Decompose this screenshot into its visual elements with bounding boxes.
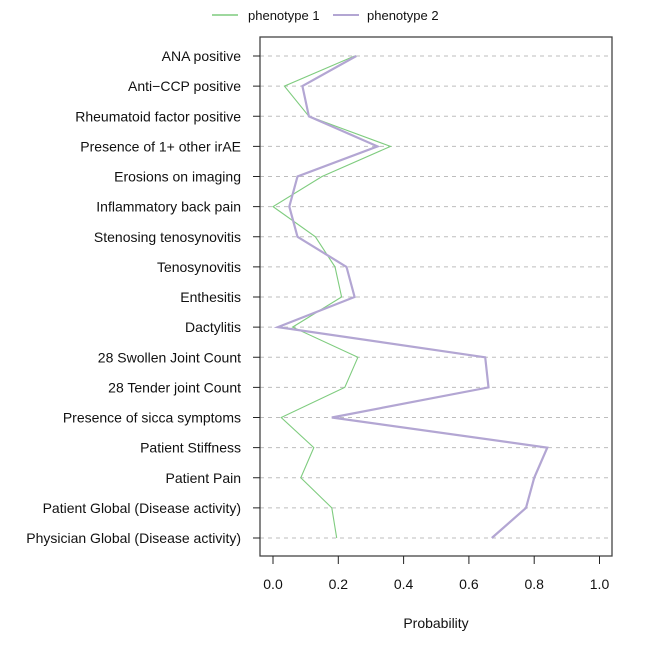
y-tick-label: Patient Stiffness <box>140 440 241 456</box>
y-tick-label: Stenosing tenosynovitis <box>94 229 241 245</box>
y-tick-label: Patient Global (Disease activity) <box>43 500 241 516</box>
y-tick-label: Dactylitis <box>185 319 241 335</box>
y-axis: ANA positive Anti−CCP positive Rheumatoid … <box>26 48 260 546</box>
x-tick-label: 0.0 <box>263 576 283 592</box>
y-tick-label: Tenosynovitis <box>157 259 241 275</box>
y-tick-label: ANA positive <box>162 48 242 64</box>
series-lines <box>272 55 549 539</box>
y-tick-label: Physician Global (Disease activity) <box>26 530 241 546</box>
x-tick-label: 1.0 <box>590 576 610 592</box>
y-tick-label: Erosions on imaging <box>114 169 241 185</box>
x-axis-label: Probability <box>403 615 468 631</box>
y-tick-label: Inflammatory back pain <box>96 199 241 215</box>
y-tick-label: Enthesitis <box>180 289 241 305</box>
series-line-phenotype-2 <box>273 55 549 539</box>
gridlines <box>260 55 612 539</box>
legend: phenotype 1 phenotype 2 <box>212 8 439 23</box>
y-tick-label: Anti−CCP positive <box>128 78 241 94</box>
x-tick-label: 0.6 <box>459 576 479 592</box>
y-tick-label: Rheumatoid factor positive <box>75 108 241 124</box>
legend-label-phenotype-1: phenotype 1 <box>248 8 320 23</box>
legend-label-phenotype-2: phenotype 2 <box>367 8 439 23</box>
y-tick-label: Patient Pain <box>166 470 242 486</box>
y-tick-label: Presence of sicca symptoms <box>63 410 241 426</box>
y-tick-label: 28 Swollen Joint Count <box>98 349 241 365</box>
series-line-phenotype-1 <box>272 55 392 539</box>
x-axis: 0.0 0.2 0.4 0.6 0.8 1.0 <box>263 556 609 592</box>
y-tick-label: Presence of 1+ other irAE <box>80 138 241 154</box>
x-tick-label: 0.2 <box>329 576 349 592</box>
x-tick-label: 0.8 <box>524 576 544 592</box>
y-tick-label: 28 Tender joint Count <box>108 379 241 395</box>
x-tick-label: 0.4 <box>394 576 414 592</box>
